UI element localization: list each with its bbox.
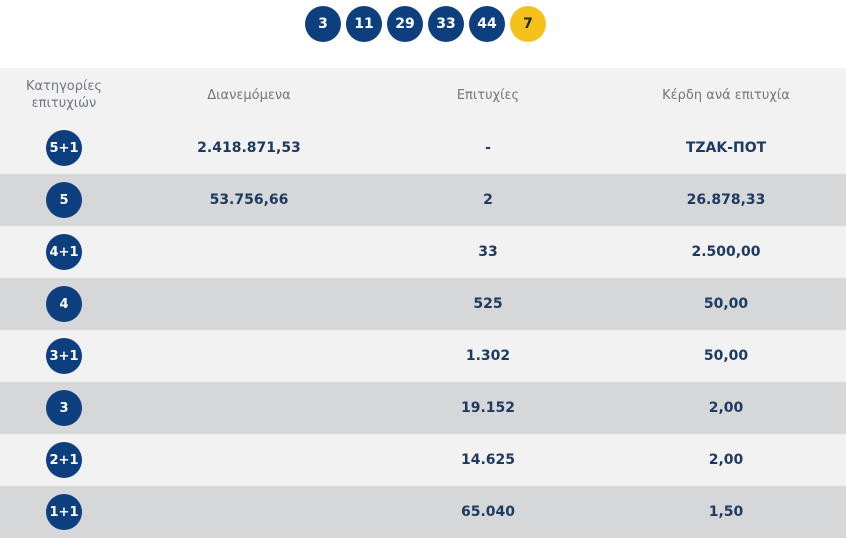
prize-value: 2,00 [708, 452, 744, 468]
prize-value: 50,00 [703, 348, 749, 364]
table-row: 2+1 14.625 2,00 [0, 434, 846, 486]
header-winners: Επιτυχίες [456, 87, 520, 103]
table-row: 5+1 2.418.871,53 - ΤΖΑΚ-ΠΟΤ [0, 122, 846, 174]
prize-value: ΤΖΑΚ-ΠΟΤ [685, 140, 767, 156]
table-row: 5 53.756,66 2 26.878,33 [0, 174, 846, 226]
table-header: Κατηγορίες επιτυχιών Διανεμόμενα Επιτυχί… [0, 68, 846, 122]
joker-ball: 7 [510, 6, 546, 42]
winners-value: 19.152 [460, 400, 516, 416]
category-badge: 4 [46, 286, 82, 322]
category-cell: 3+1 [0, 338, 128, 374]
draw-ball-1: 3 [305, 6, 341, 42]
draw-ball-4: 33 [428, 6, 464, 42]
header-category: Κατηγορίες επιτυχιών [25, 79, 103, 111]
table-row: 1+1 65.040 1,50 [0, 486, 846, 538]
prize-value: 1,50 [708, 504, 744, 520]
table-row: 3+1 1.302 50,00 [0, 330, 846, 382]
category-badge: 5+1 [46, 130, 82, 166]
table-row: 3 19.152 2,00 [0, 382, 846, 434]
category-cell: 5+1 [0, 130, 128, 166]
prize-value: 2.500,00 [691, 244, 761, 260]
category-badge: 1+1 [46, 494, 82, 530]
category-badge: 3+1 [46, 338, 82, 374]
category-cell: 2+1 [0, 442, 128, 478]
draw-ball-5: 44 [469, 6, 505, 42]
header-prize-per-winner: Κέρδη ανά επιτυχία [662, 87, 790, 103]
table-row: 4 525 50,00 [0, 278, 846, 330]
draw-ball-2: 11 [346, 6, 382, 42]
category-badge: 5 [46, 182, 82, 218]
prize-value: 2,00 [708, 400, 744, 416]
distributed-value: 53.756,66 [209, 192, 289, 208]
winners-value: 14.625 [460, 452, 516, 468]
category-cell: 1+1 [0, 494, 128, 530]
distributed-value: 2.418.871,53 [197, 140, 301, 156]
category-badge: 4+1 [46, 234, 82, 270]
winners-value: 525 [473, 296, 503, 312]
category-cell: 5 [0, 182, 128, 218]
category-cell: 4+1 [0, 234, 128, 270]
drawn-numbers: 3 11 29 33 44 7 [305, 6, 546, 42]
header-category-cell: Κατηγορίες επιτυχιών [0, 78, 128, 112]
winners-value: 33 [478, 244, 498, 260]
winners-value: 65.040 [460, 504, 516, 520]
header-distributed: Διανεμόμενα [207, 87, 291, 103]
category-badge: 3 [46, 390, 82, 426]
winners-value: - [485, 140, 491, 156]
category-cell: 4 [0, 286, 128, 322]
draw-ball-3: 29 [387, 6, 423, 42]
winners-value: 1.302 [465, 348, 511, 364]
category-badge: 2+1 [46, 442, 82, 478]
winners-value: 2 [483, 192, 493, 208]
prize-value: 26.878,33 [686, 192, 766, 208]
table-row: 4+1 33 2.500,00 [0, 226, 846, 278]
prize-value: 50,00 [703, 296, 749, 312]
category-cell: 3 [0, 390, 128, 426]
prize-table: Κατηγορίες επιτυχιών Διανεμόμενα Επιτυχί… [0, 68, 846, 538]
